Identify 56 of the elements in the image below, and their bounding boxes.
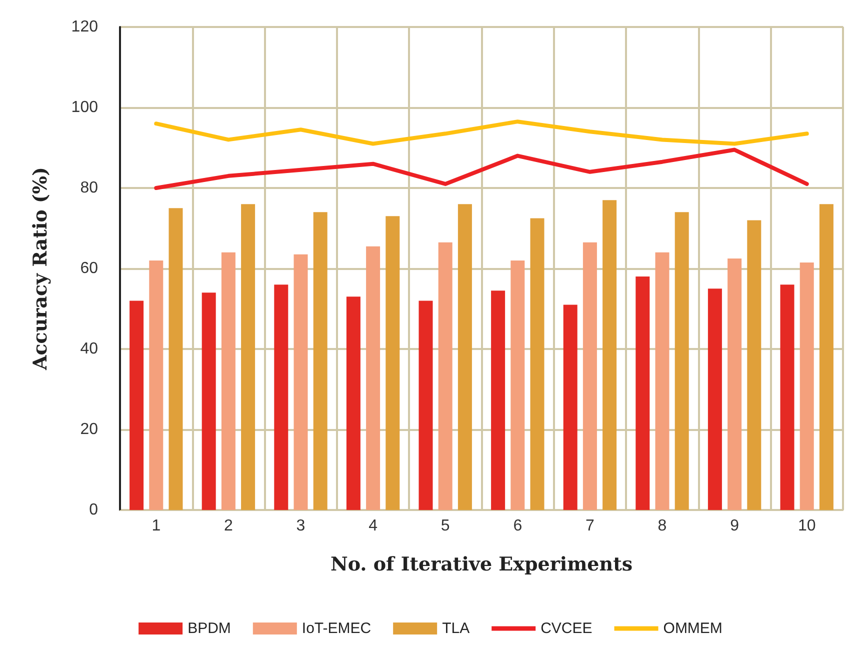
bar <box>655 252 670 510</box>
x-axis-title: No. of Iterative Experiments <box>330 554 633 576</box>
y-tick-label: 40 <box>80 340 98 358</box>
line-series <box>154 120 809 146</box>
bar <box>168 208 183 510</box>
y-tick-label: 0 <box>89 502 98 518</box>
bar <box>366 246 380 510</box>
x-tick-label: 1 <box>152 518 161 534</box>
legend-label: CVCEE <box>540 620 592 637</box>
x-tick-label: 7 <box>585 518 594 534</box>
x-tick-label: 9 <box>730 518 740 534</box>
bar <box>491 290 506 510</box>
y-tick-label: 120 <box>71 18 98 36</box>
bar <box>313 212 328 510</box>
x-tick-label: 6 <box>513 518 522 534</box>
bar <box>819 204 834 510</box>
bar <box>582 242 597 510</box>
bar <box>510 260 525 510</box>
y-tick-label: 20 <box>80 421 98 438</box>
x-tick-label: 2 <box>224 518 233 534</box>
y-tick-label: 80 <box>80 180 98 196</box>
bar <box>747 220 762 510</box>
x-tick-label: 5 <box>440 518 450 534</box>
x-tick-label: 10 <box>798 518 816 534</box>
line-series <box>154 148 809 190</box>
bar <box>728 258 742 510</box>
legend-label: IoT-EMEC <box>302 620 372 637</box>
bar <box>636 276 650 510</box>
bar <box>241 204 256 510</box>
bar <box>674 212 689 510</box>
bar <box>386 216 400 510</box>
bar <box>530 218 544 510</box>
bar <box>458 204 472 510</box>
y-axis-title: Accuracy Ratio (%) <box>30 166 52 372</box>
x-tick-label: 3 <box>296 518 306 534</box>
bar <box>602 200 617 510</box>
bar <box>418 300 433 510</box>
bar <box>294 254 308 510</box>
x-tick-label: 4 <box>368 518 378 534</box>
bar <box>202 292 216 510</box>
bar <box>274 284 288 510</box>
y-tick-label: 100 <box>71 99 98 116</box>
bar <box>438 242 452 510</box>
y-tick-label: 60 <box>80 260 98 277</box>
x-tick-label: 8 <box>658 518 667 534</box>
bar <box>149 260 164 510</box>
bar <box>130 300 144 510</box>
bar <box>708 288 722 510</box>
bar <box>800 262 814 510</box>
legend-label: TLA <box>442 620 470 637</box>
legend-label: BPDM <box>188 620 231 637</box>
bar <box>563 304 578 510</box>
bar <box>221 252 236 510</box>
legend-label: OMMEM <box>663 620 722 637</box>
bar <box>780 284 794 510</box>
bar <box>346 296 360 510</box>
